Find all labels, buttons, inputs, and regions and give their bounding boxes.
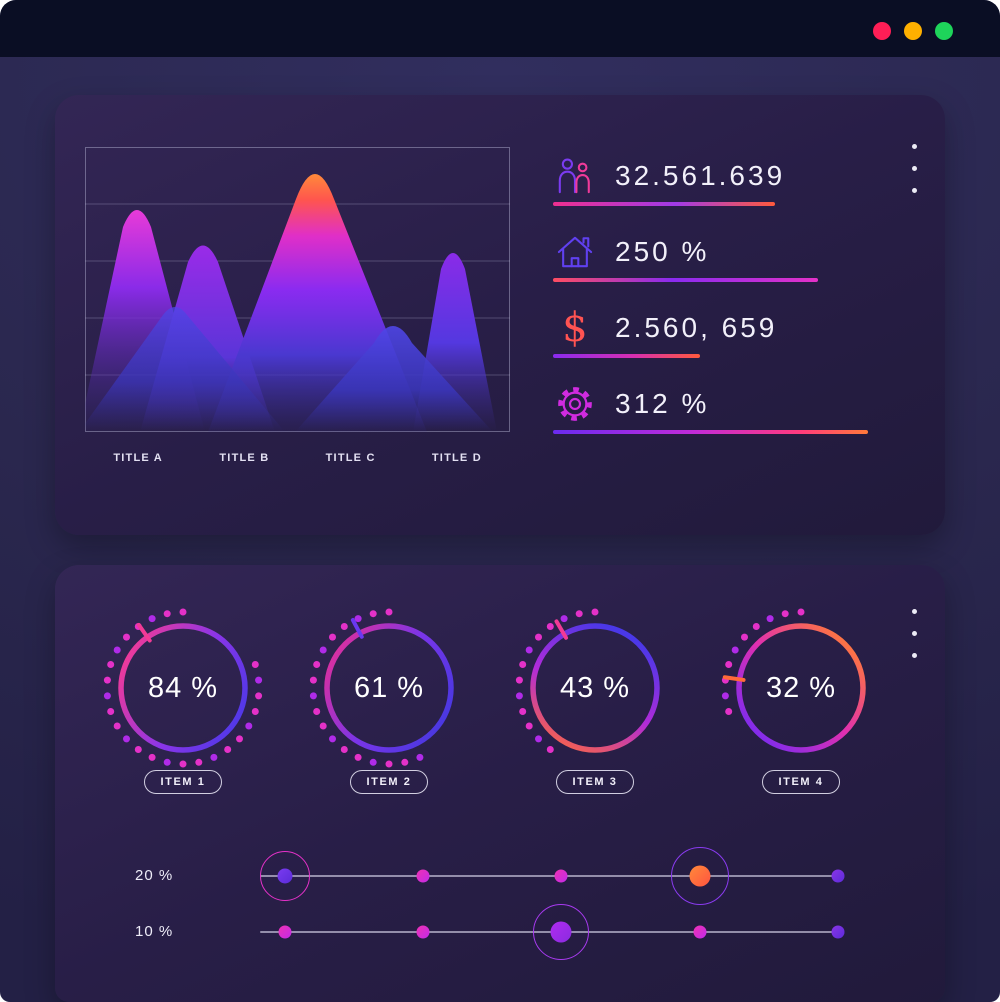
item-4-button[interactable]: ITEM 4 — [762, 770, 840, 794]
slider-dot[interactable] — [554, 869, 568, 883]
stat-row: 32.561.639 — [553, 152, 903, 206]
kebab-menu-icon[interactable] — [908, 605, 921, 662]
gauge-item-4: 32 % ITEM 4 — [716, 603, 886, 794]
item-3-button[interactable]: ITEM 3 — [556, 770, 634, 794]
home-icon — [553, 230, 597, 274]
slider-handle[interactable] — [260, 851, 310, 901]
gauge-dotted-ring — [309, 608, 424, 768]
gauge-ring-chart — [309, 608, 454, 768]
traffic-lights — [873, 22, 953, 40]
slider-dot[interactable] — [831, 869, 845, 883]
gauge-tick — [554, 619, 568, 640]
stat-row: 250 % — [553, 228, 903, 282]
stat-underline — [553, 202, 775, 206]
chart-label: TITLE D — [431, 452, 482, 464]
kebab-menu-icon[interactable] — [908, 140, 921, 197]
gauge-ring — [324, 623, 454, 753]
stat-underline — [553, 278, 818, 282]
gauge-item-2: 61 % ITEM 2 — [304, 603, 474, 794]
stat-value: 32.561.639 — [615, 160, 786, 191]
stat-value: 2.560, 659 — [615, 312, 778, 343]
close-button[interactable] — [873, 22, 891, 40]
slider-handle[interactable] — [533, 904, 589, 960]
overview-panel: TITLE A TITLE B TITLE C TITLE D 32.561.6… — [55, 95, 945, 535]
gauge-ring — [736, 623, 866, 753]
gauge-value: 43 % — [559, 671, 631, 704]
slider-dot[interactable] — [416, 925, 430, 939]
gauge-dotted-ring — [515, 608, 599, 753]
people-icon — [553, 154, 597, 198]
slider-row-10: 10 % — [135, 904, 845, 960]
gauge-value: 32 % — [765, 671, 837, 704]
gauge-ring — [530, 623, 660, 753]
gauge-item-1: 84 % ITEM 1 — [98, 603, 268, 794]
gauge-ring-chart — [721, 608, 866, 753]
stat-row: 312 % — [553, 380, 903, 434]
stat-underline — [553, 430, 868, 434]
chart-label: TITLE B — [219, 452, 270, 464]
stat-row: $ 2.560, 659 — [553, 304, 903, 358]
chart-label: TITLE C — [325, 452, 376, 464]
gauge-ring-chart — [103, 608, 263, 768]
gauge-tick — [722, 675, 746, 682]
titlebar — [0, 0, 1000, 57]
slider-track[interactable] — [260, 904, 845, 960]
slider-track[interactable] — [260, 847, 845, 905]
gauge-ring — [118, 623, 248, 753]
gauge-dotted-ring — [721, 608, 805, 715]
dollar-icon: $ — [562, 305, 588, 351]
gear-icon — [553, 382, 597, 426]
gauges-panel: 84 % ITEM 1 61 % ITEM 2 — [55, 565, 945, 1002]
area-chart — [85, 147, 510, 432]
slider-label: 10 % — [135, 923, 174, 940]
minimize-button[interactable] — [904, 22, 922, 40]
slider-handle[interactable] — [671, 847, 729, 905]
stat-value: 312 % — [615, 388, 710, 419]
gauge-tick — [350, 618, 364, 639]
slider-dot[interactable] — [416, 869, 430, 883]
zoom-button[interactable] — [935, 22, 953, 40]
gauge-ring-chart — [515, 608, 660, 753]
stat-underline — [553, 354, 700, 358]
slider-dot[interactable] — [693, 925, 707, 939]
item-1-button[interactable]: ITEM 1 — [144, 770, 222, 794]
item-2-button[interactable]: ITEM 2 — [350, 770, 428, 794]
gauge-value: 84 % — [147, 671, 219, 704]
slider-dot[interactable] — [278, 925, 292, 939]
slider-row-20: 20 % — [135, 847, 845, 905]
gauge-item-3: 43 % ITEM 3 — [510, 603, 680, 794]
chart-label: TITLE A — [113, 452, 163, 464]
slider-dot[interactable] — [831, 925, 845, 939]
gauge-value: 61 % — [353, 671, 425, 704]
chart-x-labels: TITLE A TITLE B TITLE C TITLE D — [85, 452, 510, 464]
gauge-tick — [136, 622, 152, 643]
slider-label: 20 % — [135, 867, 174, 884]
stat-value: 250 % — [615, 236, 710, 267]
